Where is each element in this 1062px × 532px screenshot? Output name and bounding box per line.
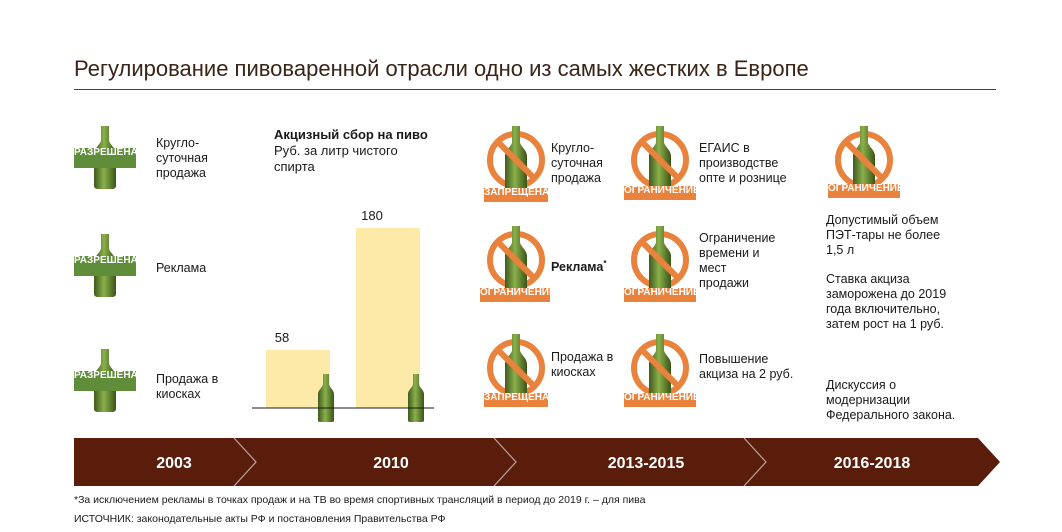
restricted-bottle-icon (628, 222, 692, 308)
period-2003: 2003 (156, 455, 192, 472)
chart-subtitle: Руб. за литр чистого спирта (274, 143, 398, 174)
restricted-badge: ОГРАНИЧЕНИЕ (480, 288, 550, 302)
period-2010: 2010 (373, 455, 409, 472)
label-24h-sale-2013: Кругло-суточная продажа (551, 141, 603, 185)
footnote: *За исключением рекламы в точках продаж … (74, 494, 646, 506)
title-divider (74, 89, 996, 90)
bar-value-label: 58 (275, 330, 289, 345)
restricted-badge: ОГРАНИЧЕНИЕ (828, 184, 900, 198)
bottle-icon (408, 374, 424, 422)
banned-badge: ЗАПРЕЩЕНА (484, 393, 548, 407)
label-kiosk-sale: Продажа в киосках (156, 372, 219, 401)
bottle-icon (318, 374, 334, 422)
excise-bar-chart: 58 180 (252, 208, 434, 422)
bar-value-label: 180 (361, 208, 383, 223)
source-note: ИСТОЧНИК: законодательные акты РФ и пост… (74, 513, 446, 525)
chart-title: Акцизный сбор на пиво Руб. за литр чисто… (274, 127, 428, 175)
note-excise-freeze: Ставка акциза заморожена до 2019 года вк… (826, 272, 947, 331)
note-pet-volume: Допустимый объем ПЭТ-тары не более 1,5 л (826, 213, 941, 257)
restricted-bottle-icon (484, 222, 548, 308)
restricted-badge: ОГРАНИЧЕНИЕ (624, 186, 696, 200)
allowed-badge: РАЗРЕШЕНА (74, 371, 136, 391)
label-24h-sale: Кругло-суточная продажа (156, 136, 208, 180)
restricted-badge: ОГРАНИЧЕНИЕ (624, 288, 696, 302)
label-egais: ЕГАИС в производстве опте и рознице (699, 141, 787, 185)
label-kiosk-sale-2013: Продажа в киосках (551, 350, 614, 379)
bar-2010 (356, 228, 420, 408)
page-title: Регулирование пивоваренной отрасли одно … (74, 56, 809, 81)
label-advertising: Реклама (156, 261, 207, 275)
allowed-badge: РАЗРЕШЕНА (74, 148, 136, 168)
chart-title-text: Акцизный сбор на пиво (274, 127, 428, 142)
period-2016-2018: 2016-2018 (834, 455, 911, 472)
period-2013-2015: 2013-2015 (608, 455, 685, 472)
note-law-discussion: Дискуссия о модернизации Федерального за… (826, 378, 956, 422)
timeline-bar: 2003 2010 2013-2015 2016-2018 (74, 438, 1000, 486)
allowed-badge: РАЗРЕШЕНА (74, 256, 136, 276)
label-excise-increase: Повышение акциза на 2 руб. (699, 352, 794, 381)
label-advertising-2013: Реклама* (551, 259, 607, 275)
label-time-place-restriction: Ограничение времени и мест продажи (699, 231, 776, 290)
banned-bottle-icon (484, 122, 548, 208)
banned-badge: ЗАПРЕЩЕНА (484, 188, 548, 202)
restricted-badge: ОГРАНИЧЕНИЕ (624, 393, 696, 407)
